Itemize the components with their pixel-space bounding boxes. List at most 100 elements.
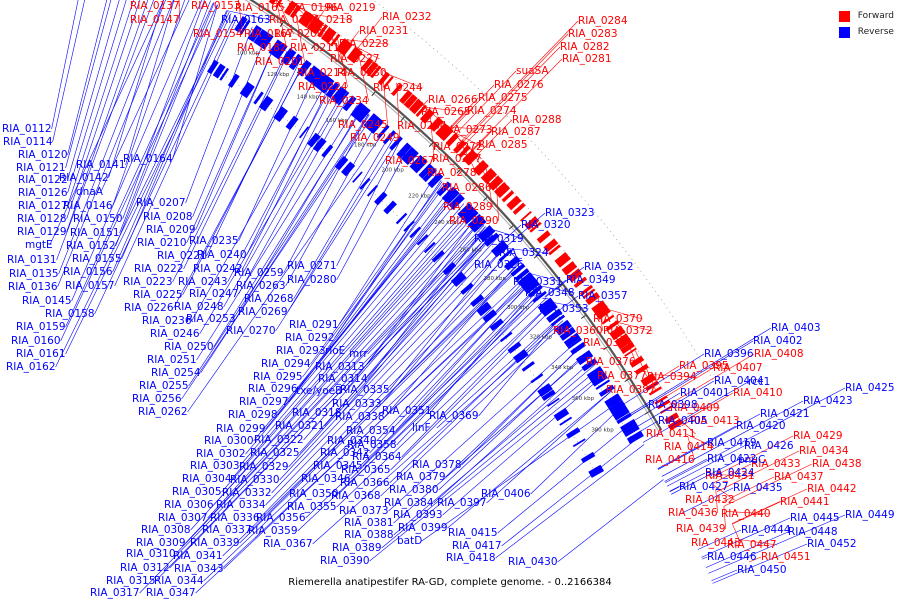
forward-gene-label[interactable]: RIA_0433 [751,458,801,470]
forward-gene-label[interactable]: RIA_0274 [467,105,517,117]
reverse-gene-label[interactable]: RIA_0208 [143,211,193,223]
forward-gene-label[interactable]: RIA_0194 [269,14,319,26]
reverse-gene-label[interactable]: mgtE [25,239,53,251]
reverse-gene-label[interactable]: RIA_0359 [248,525,298,537]
reverse-gene-label[interactable]: RIA_0293 [276,345,326,357]
reverse-gene-label[interactable]: RIA_0152 [66,240,116,252]
reverse-gene-label[interactable]: RIA_0435 [733,482,783,494]
reverse-gene-label[interactable]: RIA_0151 [70,227,120,239]
forward-gene-label[interactable]: RIA_0182 [237,42,287,54]
forward-gene-label[interactable]: RIA_0165 [235,2,285,14]
reverse-gene-label[interactable]: RIA_0449 [845,509,895,521]
reverse-gene-label[interactable]: RIA_0338 [335,411,385,423]
reverse-gene-label[interactable]: RIA_0381 [344,517,394,529]
reverse-gene-label[interactable]: RIA_0350 [289,488,339,500]
reverse-gene-label[interactable]: RIA_0120 [18,149,68,161]
reverse-gene-label[interactable]: RIA_0254 [151,367,201,379]
forward-gene-label[interactable]: RIA_0277 [432,153,482,165]
reverse-gene-label[interactable]: RIA_0399 [398,522,448,534]
forward-gene-label[interactable]: RIA_0201 [255,56,305,68]
reverse-gene-label[interactable]: RIA_0305 [172,486,222,498]
reverse-gene-label[interactable]: RIA_0421 [760,408,810,420]
reverse-gene-label[interactable]: RIA_0349 [566,274,616,286]
reverse-gene-label[interactable]: RIA_0353 [539,303,589,315]
reverse-gene-label[interactable]: batD [397,535,422,547]
forward-gene-label[interactable]: RIA_0228 [339,38,389,50]
reverse-gene-label[interactable]: RIA_0297 [239,396,289,408]
reverse-gene-label[interactable]: RIA_0145 [22,295,72,307]
reverse-gene-label[interactable]: RIA_0396 [704,348,754,360]
forward-gene-label[interactable]: RIA_0288 [512,114,562,126]
reverse-gene-label[interactable]: RIA_0315 [106,575,156,587]
reverse-gene-label[interactable]: RIA_0445 [790,512,840,524]
reverse-gene-label[interactable]: RIA_0162 [6,361,56,373]
forward-gene-label[interactable]: RIA_0267 [385,155,435,167]
reverse-gene-label[interactable]: RIA_0417 [452,540,502,552]
reverse-gene-label[interactable]: RIA_0348 [525,287,575,299]
reverse-gene-label[interactable]: RIA_0422 [707,453,757,465]
reverse-gene-label[interactable]: RIA_0271 [287,260,337,272]
reverse-gene-label[interactable]: RIA_0336 [210,512,260,524]
reverse-gene-label[interactable]: RIA_0226 [124,302,174,314]
reverse-gene-label[interactable]: RIA_0159 [16,321,66,333]
forward-gene-label[interactable]: RIA_0286 [442,182,492,194]
reverse-gene-label[interactable]: RIA_0155 [72,253,122,265]
forward-gene-label[interactable]: RIA_0432 [685,494,735,506]
reverse-gene-label[interactable]: RIA_0423 [803,395,853,407]
reverse-gene-label[interactable]: RIA_0314 [318,373,368,385]
reverse-gene-label[interactable]: RIA_0389 [332,542,382,554]
reverse-gene-label[interactable]: rloE [325,345,345,357]
reverse-gene-label[interactable]: RIA_0450 [737,564,787,576]
forward-gene-label[interactable]: suaSA [516,65,549,77]
reverse-gene-label[interactable]: RIA_0313 [315,361,365,373]
reverse-gene-label[interactable]: RIA_0448 [788,526,838,538]
reverse-gene-label[interactable]: RIA_0225 [133,289,183,301]
reverse-gene-label[interactable]: RIA_0236 [142,315,192,327]
reverse-gene-label[interactable]: mrr [349,348,368,360]
reverse-gene-label[interactable]: RIA_0347 [146,587,196,599]
reverse-gene-label[interactable]: RIA_0247 [189,288,239,300]
reverse-gene-label[interactable]: RIA_0292 [285,332,335,344]
forward-gene-label[interactable]: RIA_0167 [244,28,294,40]
reverse-gene-label[interactable]: RIA_0325 [250,447,300,459]
reverse-gene-label[interactable]: RIA_0339 [190,537,240,549]
reverse-gene-label[interactable]: RIA_0318 [292,407,342,419]
forward-gene-label[interactable]: RIA_0224 [298,81,348,93]
reverse-gene-label[interactable]: RIA_0326 [474,259,524,271]
forward-gene-label[interactable]: RIA_0147 [130,14,180,26]
reverse-gene-label[interactable]: RIA_0157 [65,280,115,292]
reverse-gene-label[interactable]: RIA_0122 [18,174,68,186]
forward-gene-label[interactable]: RIA_0409 [670,402,720,414]
forward-gene-label[interactable]: RIA_0276 [494,79,544,91]
reverse-gene-label[interactable]: RIA_0222 [134,263,184,275]
reverse-gene-label[interactable]: RIA_0351 [382,405,432,417]
reverse-gene-label[interactable]: RIA_0248 [174,301,224,313]
reverse-gene-label[interactable]: RIA_0331 [513,276,563,288]
forward-gene-label[interactable]: RIA_0264 [397,120,447,132]
reverse-gene-label[interactable]: RIA_0388 [344,529,394,541]
reverse-gene-label[interactable]: RIA_0373 [339,505,389,517]
forward-gene-label[interactable]: RIA_0227 [330,53,380,65]
reverse-gene-label[interactable]: RIA_0366 [340,477,390,489]
reverse-gene-label[interactable]: linF [412,422,431,434]
reverse-gene-label[interactable]: RIA_0269 [238,306,288,318]
forward-gene-label[interactable]: RIA_0407 [713,362,763,374]
reverse-gene-label[interactable]: RIA_0397 [437,497,487,509]
reverse-gene-label[interactable]: RIA_0256 [132,393,182,405]
reverse-gene-label[interactable]: RIA_0321 [275,420,325,432]
reverse-gene-label[interactable]: RIA_0420 [736,420,786,432]
reverse-gene-label[interactable]: RIA_0262 [138,406,188,418]
reverse-gene-label[interactable]: RIA_0380 [389,484,439,496]
reverse-gene-label[interactable]: RIA_0127 [18,200,68,212]
forward-gene-label[interactable]: RIA_0249 [350,132,400,144]
reverse-gene-label[interactable]: RIA_0142 [59,172,109,184]
forward-gene-label[interactable]: RIA_0219 [326,2,376,14]
forward-gene-label[interactable]: RIA_0440 [721,508,771,520]
forward-gene-label[interactable]: RIA_0372 [603,325,653,337]
reverse-gene-label[interactable]: RIA_0209 [146,224,196,236]
reverse-gene-label[interactable]: RIA_0309 [136,537,186,549]
reverse-gene-label[interactable]: RIA_0303 [190,460,240,472]
reverse-gene-label[interactable]: RIA_0304 [182,473,232,485]
reverse-gene-label[interactable]: RIA_0250 [164,341,214,353]
reverse-gene-label[interactable]: dnaA [76,186,104,198]
